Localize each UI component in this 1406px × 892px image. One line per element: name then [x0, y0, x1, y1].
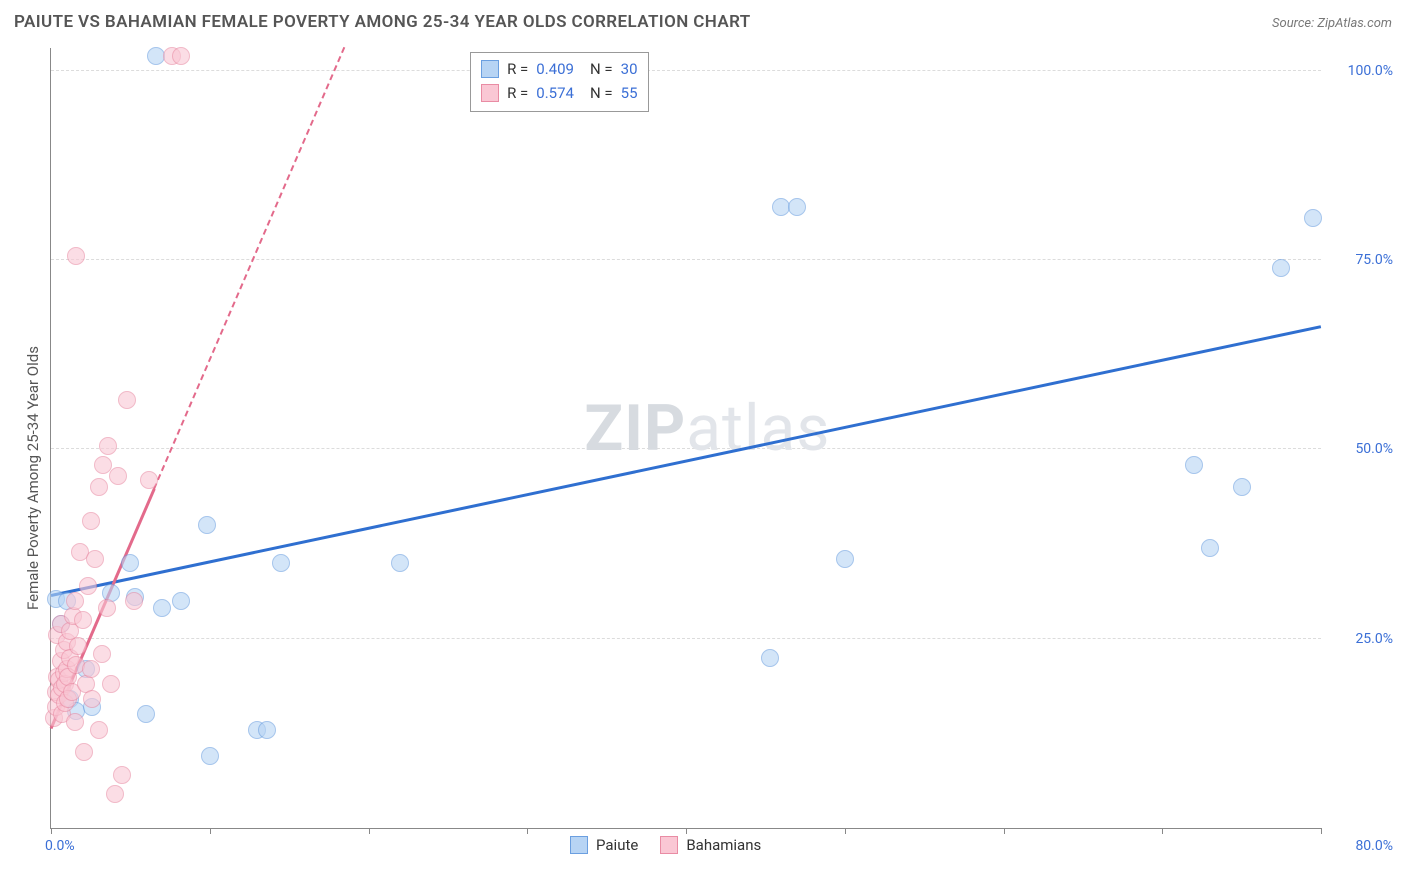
data-point [66, 713, 84, 731]
y-tick-label: 100.0% [1329, 63, 1393, 79]
x-tick [210, 828, 211, 834]
data-point [118, 391, 136, 409]
data-point [113, 766, 131, 784]
x-tick [845, 828, 846, 834]
data-point [67, 247, 85, 265]
data-point [79, 577, 97, 595]
data-point [201, 747, 219, 765]
data-point [1233, 478, 1251, 496]
data-point [836, 550, 854, 568]
data-point [83, 690, 101, 708]
data-point [172, 592, 190, 610]
plot-area: 25.0%50.0%75.0%100.0%0.0%80.0%ZIPatlasR … [50, 48, 1321, 829]
data-point [69, 637, 87, 655]
data-point [153, 599, 171, 617]
data-point [391, 554, 409, 572]
data-point [125, 592, 143, 610]
trend-line [153, 47, 345, 490]
legend-item: Paiute [570, 836, 638, 854]
data-point [137, 705, 155, 723]
stats-r-value: 0.574 [536, 84, 574, 102]
data-point [102, 675, 120, 693]
x-tick [369, 828, 370, 834]
data-point [66, 592, 84, 610]
data-point [82, 660, 100, 678]
source-label: Source: ZipAtlas.com [1272, 16, 1392, 31]
data-point [272, 554, 290, 572]
x-axis-max-label: 80.0% [1355, 838, 1393, 854]
legend-swatch [570, 836, 588, 854]
legend-item: Bahamians [660, 836, 761, 854]
data-point [106, 785, 124, 803]
y-tick-label: 50.0% [1329, 441, 1393, 457]
data-point [98, 599, 116, 617]
data-point [1272, 259, 1290, 277]
data-point [140, 471, 158, 489]
x-tick [1321, 828, 1322, 834]
data-point [172, 47, 190, 65]
gridline [51, 259, 1321, 260]
data-point [86, 550, 104, 568]
title-bar: PAIUTE VS BAHAMIAN FEMALE POVERTY AMONG … [14, 12, 1392, 32]
data-point [121, 554, 139, 572]
y-tick-label: 75.0% [1329, 252, 1393, 268]
stats-r-label: R = [507, 84, 528, 102]
data-point [198, 516, 216, 534]
x-axis-min-label: 0.0% [45, 838, 75, 854]
legend-swatch [660, 836, 678, 854]
bottom-legend: Paiute Bahamians [570, 836, 761, 854]
x-tick [686, 828, 687, 834]
x-tick [527, 828, 528, 834]
data-point [788, 198, 806, 216]
legend-label: Paiute [596, 836, 638, 854]
y-tick-label: 25.0% [1329, 631, 1393, 647]
y-axis-label: Female Poverty Among 25-34 Year Olds [24, 346, 42, 610]
data-point [1201, 539, 1219, 557]
chart-title: PAIUTE VS BAHAMIAN FEMALE POVERTY AMONG … [14, 12, 751, 32]
data-point [99, 437, 117, 455]
data-point [109, 467, 127, 485]
data-point [82, 512, 100, 530]
series-swatch [481, 60, 499, 78]
data-point [1304, 209, 1322, 227]
x-tick [1162, 828, 1163, 834]
gridline [51, 448, 1321, 449]
legend-label: Bahamians [686, 836, 761, 854]
stats-n-value: 55 [621, 84, 638, 102]
stats-row: R = 0.409 N = 30 [481, 57, 637, 81]
series-swatch [481, 84, 499, 102]
gridline [51, 638, 1321, 639]
data-point [75, 743, 93, 761]
stats-r-label: R = [507, 60, 528, 78]
stats-legend: R = 0.409 N = 30 R = 0.574 N = 55 [470, 52, 648, 112]
data-point [761, 649, 779, 667]
stats-n-label: N = [590, 84, 613, 102]
stats-r-value: 0.409 [536, 60, 574, 78]
stats-n-value: 30 [621, 60, 638, 78]
data-point [74, 611, 92, 629]
data-point [90, 478, 108, 496]
stats-n-label: N = [590, 60, 613, 78]
gridline [51, 70, 1321, 71]
data-point [93, 645, 111, 663]
x-tick [1004, 828, 1005, 834]
data-point [1185, 456, 1203, 474]
trend-line [51, 325, 1322, 597]
x-tick [51, 828, 52, 834]
data-point [258, 721, 276, 739]
stats-row: R = 0.574 N = 55 [481, 81, 637, 105]
data-point [90, 721, 108, 739]
